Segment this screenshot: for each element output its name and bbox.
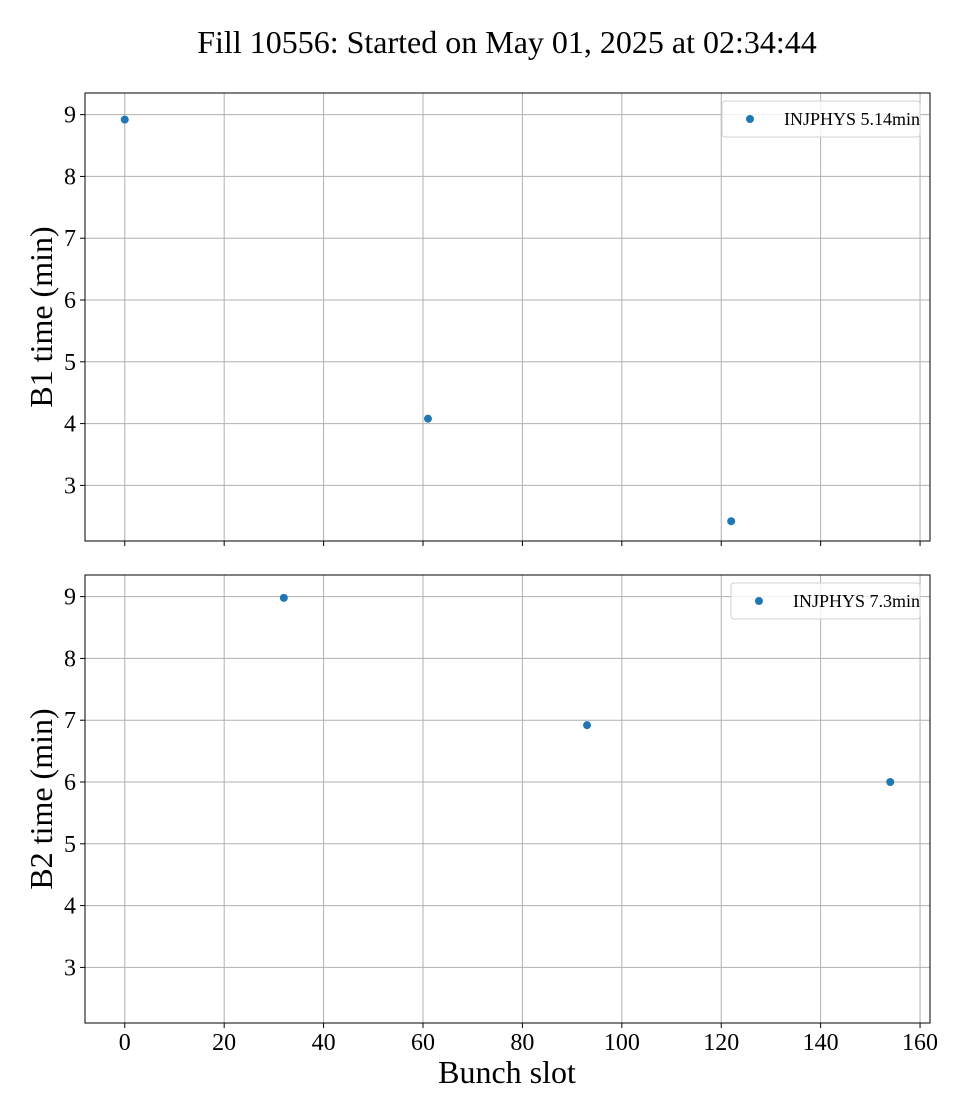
panel-1: 3 4 5 6 7 8 9 B1 time (min) INJPHYS 5.14min <box>23 92 931 546</box>
y-tick-label: 6 <box>64 288 76 314</box>
legend-label: INJPHYS 5.14min <box>784 109 920 129</box>
y-tick-label: 9 <box>64 103 76 129</box>
y-tick-label: 3 <box>64 473 76 499</box>
x-tick-label: 0 <box>119 1030 131 1056</box>
chart-title: Fill 10556: Started on May 01, 2025 at 0… <box>197 24 817 60</box>
y-tick-label: 9 <box>64 585 76 611</box>
data-point <box>886 778 895 787</box>
panel-2: 0 20 40 60 80 100 120 140 160 3 4 5 6 7 8 9 B2 time (min… <box>23 574 938 1056</box>
x-tick-label: 40 <box>312 1030 336 1056</box>
x-tick-label: 60 <box>411 1030 435 1056</box>
legend-label: INJPHYS 7.3min <box>793 591 920 611</box>
y-axis-label: B1 time (min) <box>23 226 59 407</box>
x-tick-label: 80 <box>510 1030 534 1056</box>
x-axis-label: Bunch slot <box>438 1054 576 1090</box>
data-point <box>279 593 288 602</box>
x-tick-label: 160 <box>902 1030 938 1056</box>
y-tick-label: 7 <box>64 708 76 734</box>
data-point <box>423 414 432 423</box>
y-tick-label: 6 <box>64 770 76 796</box>
plot-frame <box>84 92 931 542</box>
x-tick-label: 100 <box>604 1030 640 1056</box>
legend-marker <box>754 597 763 605</box>
legend-box <box>721 100 921 138</box>
plot-frame <box>84 574 931 1024</box>
legend-marker <box>745 115 754 123</box>
data-point <box>583 721 592 730</box>
y-tick-label: 4 <box>64 412 76 438</box>
y-tick-label: 7 <box>64 226 76 252</box>
y-tick-label: 8 <box>64 164 76 190</box>
data-point <box>120 115 129 124</box>
legend-box <box>730 582 921 620</box>
y-tick-label: 5 <box>64 832 76 858</box>
y-tick-label: 3 <box>64 955 76 981</box>
y-tick-label: 8 <box>64 646 76 672</box>
data-point <box>727 517 736 526</box>
x-tick-label: 20 <box>212 1030 236 1056</box>
y-tick-label: 5 <box>64 350 76 376</box>
y-tick-label: 4 <box>64 894 76 920</box>
x-tick-label: 120 <box>703 1030 739 1056</box>
x-tick-label: 140 <box>803 1030 839 1056</box>
y-axis-label: B2 time (min) <box>23 708 59 889</box>
